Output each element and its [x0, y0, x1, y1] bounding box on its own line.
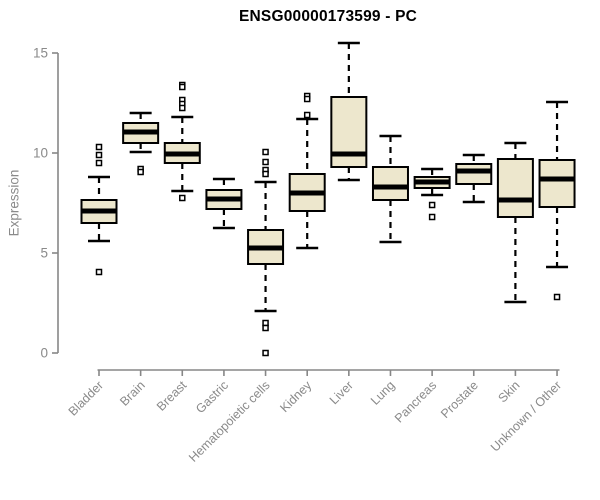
x-category-label: Hematopoietic cells: [186, 378, 273, 465]
outlier-point: [262, 148, 269, 156]
outlier-point: [95, 268, 103, 276]
outlier-point: [95, 159, 103, 167]
outlier-point: [179, 104, 186, 112]
y-tick-label: 0: [40, 346, 48, 361]
outlier-point: [179, 83, 186, 91]
boxplot-kidney: [288, 92, 326, 250]
x-category-label: Unknown / Other: [488, 378, 564, 454]
outlier-point: [428, 213, 436, 221]
boxplot-breast: [163, 81, 201, 202]
outlier-point: [303, 95, 311, 103]
boxplot-skin: [496, 141, 534, 304]
y-tick-label: 15: [33, 46, 48, 61]
outlier-point: [262, 170, 269, 178]
chart-title: ENSG00000173599 - PC: [238, 8, 418, 25]
outlier-point: [137, 168, 144, 176]
iqr-box: [538, 159, 576, 208]
boxplot-lung: [371, 134, 409, 244]
x-category-label: Skin: [495, 378, 522, 405]
x-category-label: Bladder: [66, 378, 106, 418]
boxplot-bladder: [80, 143, 118, 276]
boxplot-pancreas: [413, 167, 451, 221]
boxplot-unknown-other: [538, 100, 576, 301]
x-category-label: Gastric: [193, 378, 231, 416]
x-category-label: Kidney: [277, 378, 314, 415]
outlier-point: [262, 158, 269, 166]
outlier-point: [262, 349, 269, 357]
x-category-label: Liver: [327, 378, 356, 407]
x-category-label: Pancreas: [392, 378, 439, 425]
boxplot-hematopoietic-cells: [247, 148, 285, 357]
iqr-box: [496, 158, 534, 218]
outlier-point: [262, 324, 269, 332]
outlier-point: [95, 151, 103, 159]
iqr-box: [455, 163, 493, 185]
boxplot-brain: [122, 111, 160, 176]
outlier-point: [428, 201, 436, 209]
x-category-label: Lung: [368, 378, 398, 408]
outlier-point: [303, 111, 311, 119]
boxplot-liver: [330, 41, 368, 182]
outlier-point: [553, 293, 561, 301]
outlier-point: [179, 194, 186, 202]
x-category-label: Prostate: [438, 378, 481, 421]
y-tick-label: 5: [40, 246, 48, 261]
boxplot-gastric: [205, 177, 243, 230]
x-category-label: Brain: [117, 378, 148, 409]
iqr-box: [371, 166, 409, 201]
y-tick-label: 10: [33, 146, 48, 161]
x-category-label: Breast: [154, 378, 190, 414]
outlier-point: [95, 143, 103, 151]
boxplot-prostate: [455, 153, 493, 204]
